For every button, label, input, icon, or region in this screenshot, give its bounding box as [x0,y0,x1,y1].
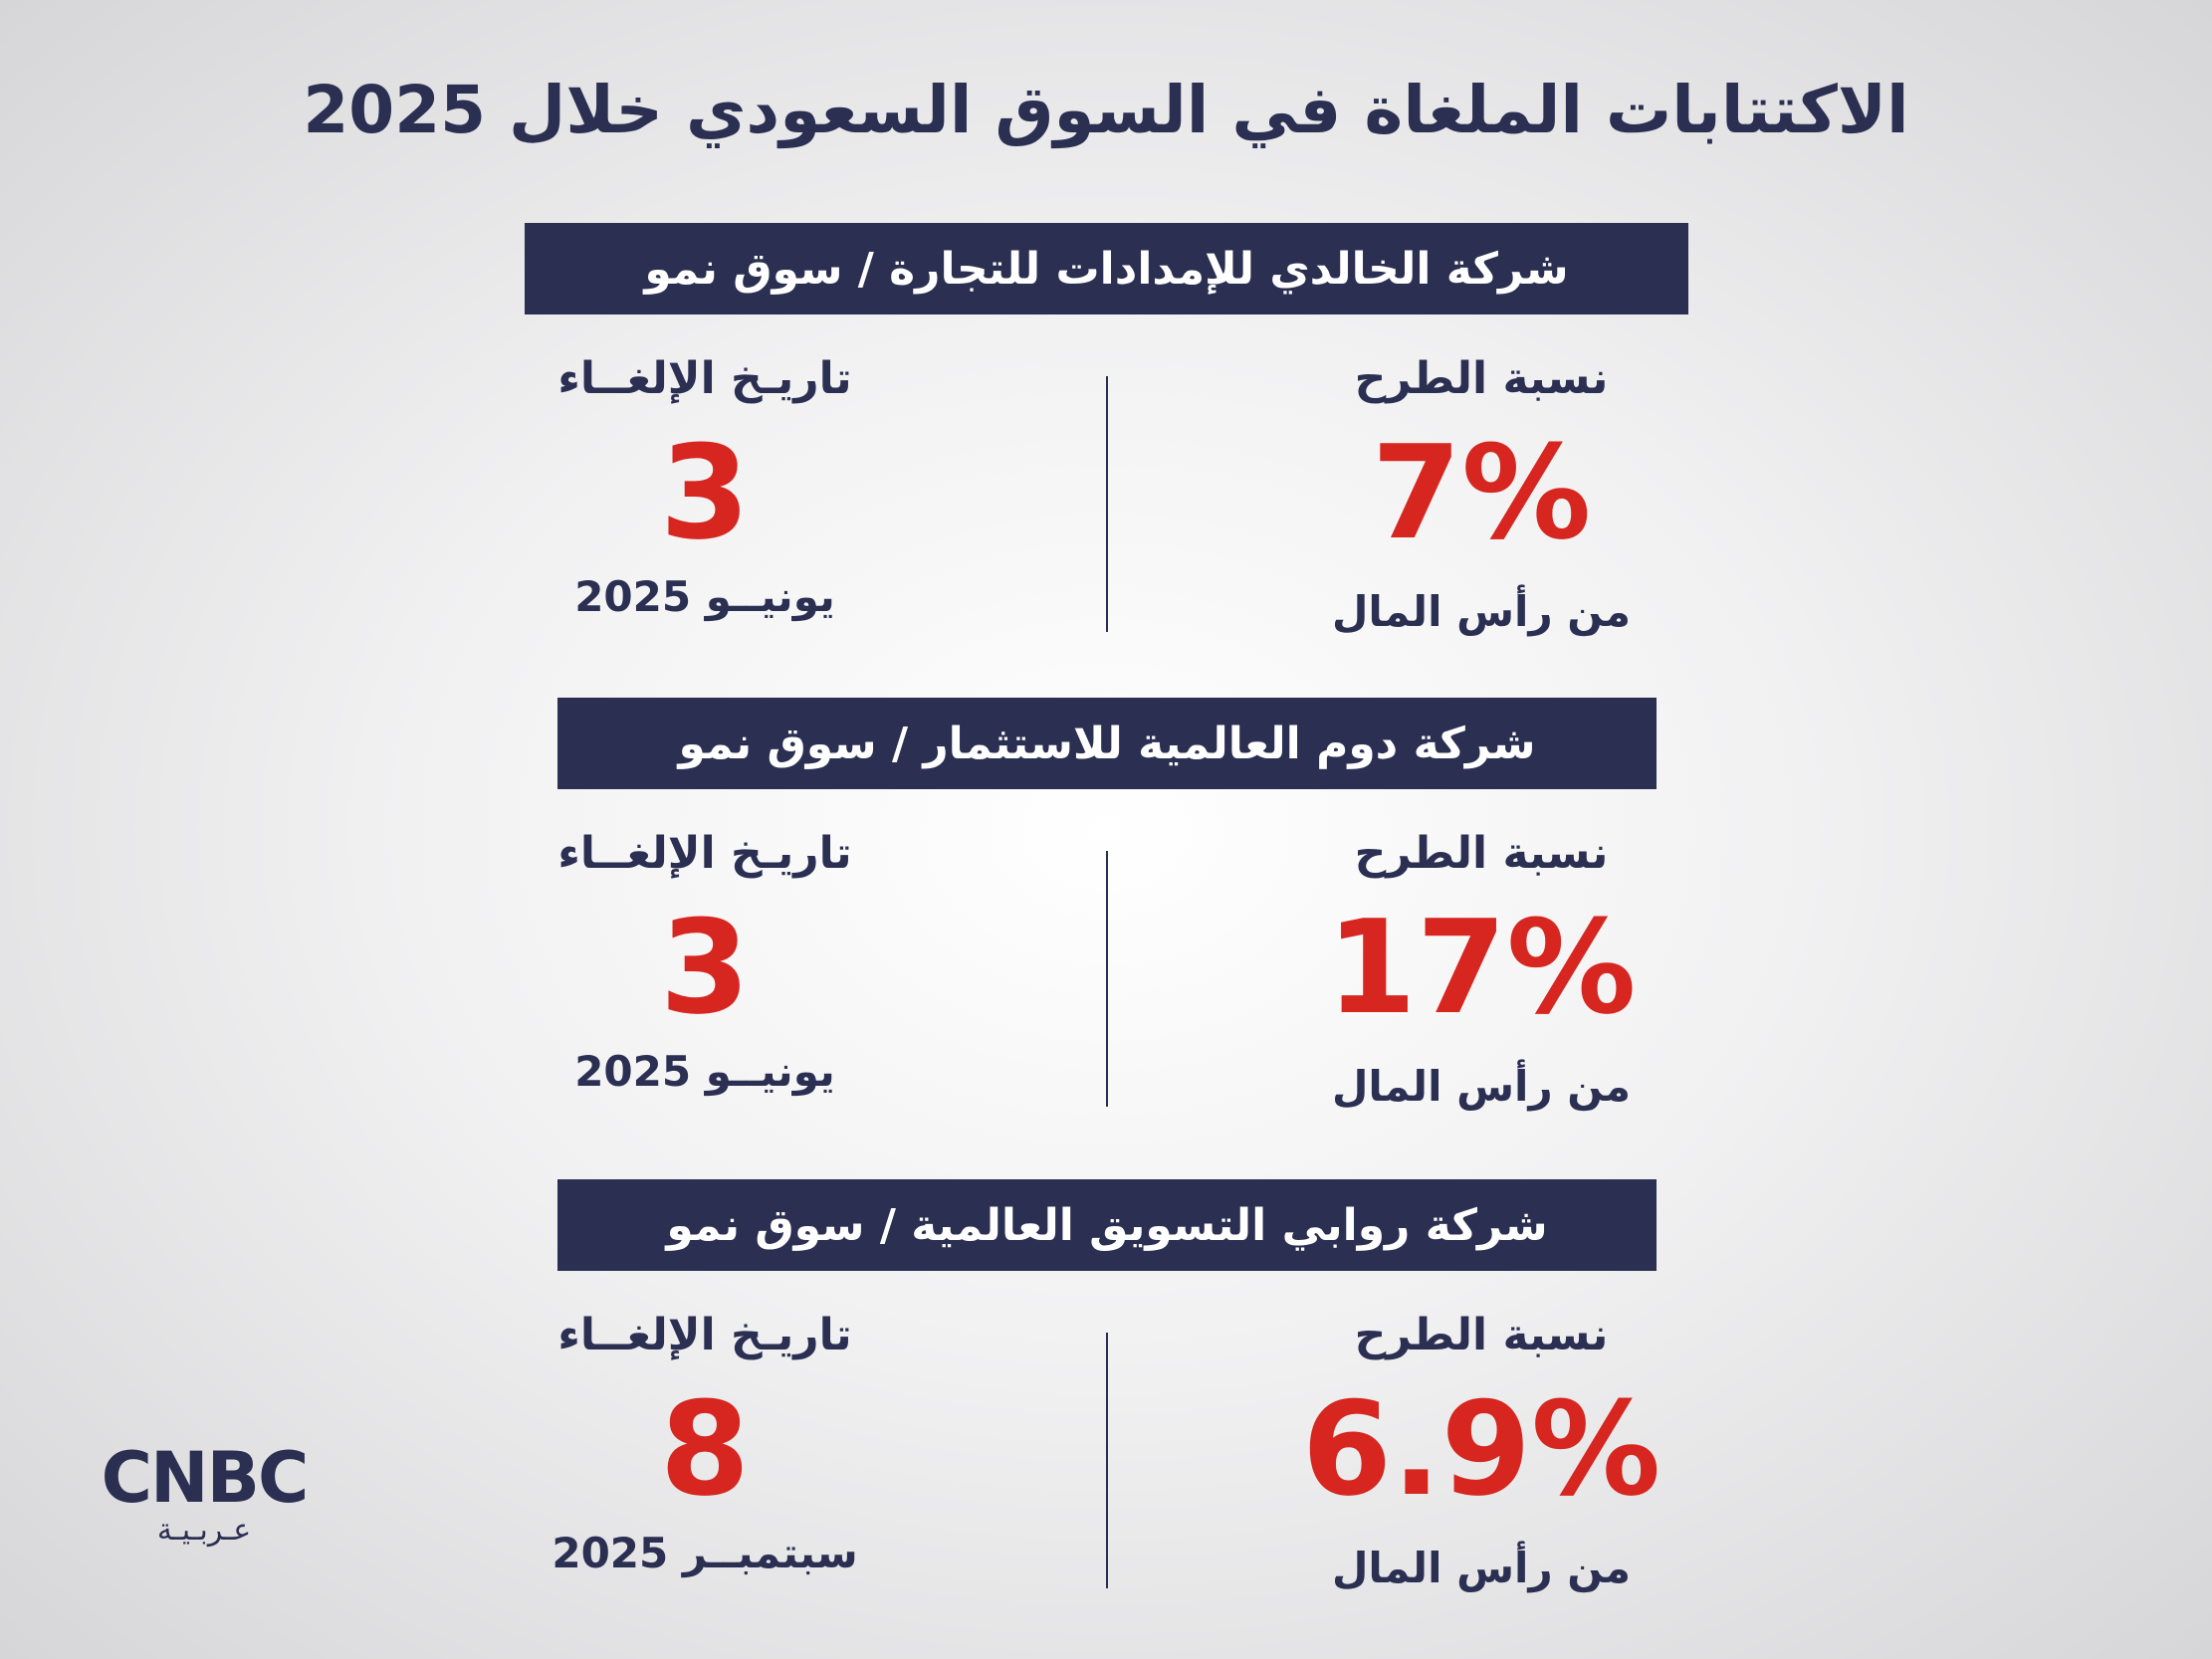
company-banner: شركة روابي التسويق العالمية / سوق نمو [557,1179,1657,1271]
offer-note: من رأس المال [1331,1544,1632,1592]
cancel-day: 8 [659,1373,751,1525]
offer-label: نسبة الطرح [1354,828,1609,879]
cancel-month-year: سبتمبــر 2025 [552,1529,858,1577]
date-label: تاريـخ الإلغــاء [557,828,852,879]
offer-note: من رأس المال [1331,587,1632,636]
offer-value: 7% [1371,417,1592,568]
date-label: تاريـخ الإلغــاء [557,353,852,404]
company-banner: شركة دوم العالمية للاستثمار / سوق نمو [557,698,1657,789]
divider [1106,1333,1108,1588]
offer-note: من رأس المال [1331,1062,1632,1111]
title: الاكتتابات الملغاة في السوق السعودي خلال… [303,72,1909,148]
company-banner: شركة الخالدي للإمدادات للتجارة / سوق نمو [525,223,1688,314]
cancel-day: 3 [659,417,751,568]
cancel-month-year: يونيــو 2025 [574,572,835,621]
logo-sub: عـربـيـة [156,1513,252,1548]
offer-label: نسبة الطرح [1354,353,1609,404]
cancel-month-year: يونيــو 2025 [574,1047,835,1096]
logo: CNBC عـربـيـة [95,1443,314,1548]
cancel-day: 3 [659,892,751,1043]
date-label: تاريـخ الإلغــاء [557,1310,852,1360]
offer-label: نسبة الطرح [1354,1310,1609,1360]
divider [1106,851,1108,1107]
logo-brand: CNBC [101,1437,310,1519]
offer-value: 6.9% [1301,1373,1661,1525]
offer-value: 17% [1326,892,1637,1043]
divider [1106,376,1108,632]
